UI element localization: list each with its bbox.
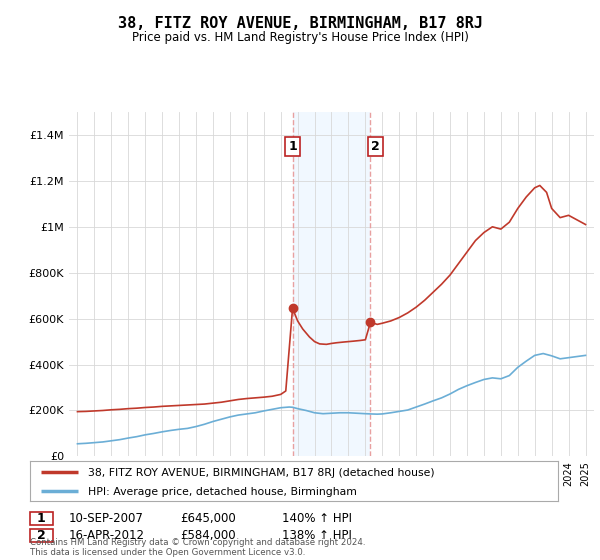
Text: Contains HM Land Registry data © Crown copyright and database right 2024.
This d: Contains HM Land Registry data © Crown c… [30, 538, 365, 557]
Text: 38, FITZ ROY AVENUE, BIRMINGHAM, B17 8RJ (detached house): 38, FITZ ROY AVENUE, BIRMINGHAM, B17 8RJ… [88, 468, 435, 478]
Text: 38, FITZ ROY AVENUE, BIRMINGHAM, B17 8RJ: 38, FITZ ROY AVENUE, BIRMINGHAM, B17 8RJ [118, 16, 482, 31]
Text: 140% ↑ HPI: 140% ↑ HPI [282, 512, 352, 525]
Text: £645,000: £645,000 [180, 512, 236, 525]
Text: HPI: Average price, detached house, Birmingham: HPI: Average price, detached house, Birm… [88, 487, 357, 497]
Text: 1: 1 [37, 512, 46, 525]
Text: 138% ↑ HPI: 138% ↑ HPI [282, 529, 352, 542]
Text: Price paid vs. HM Land Registry's House Price Index (HPI): Price paid vs. HM Land Registry's House … [131, 31, 469, 44]
Text: 1: 1 [288, 140, 297, 153]
Text: 16-APR-2012: 16-APR-2012 [69, 529, 145, 542]
Text: £584,000: £584,000 [180, 529, 236, 542]
Text: 2: 2 [371, 140, 380, 153]
Text: 2: 2 [37, 529, 46, 542]
Text: 10-SEP-2007: 10-SEP-2007 [69, 512, 144, 525]
Bar [293, 112, 370, 456]
